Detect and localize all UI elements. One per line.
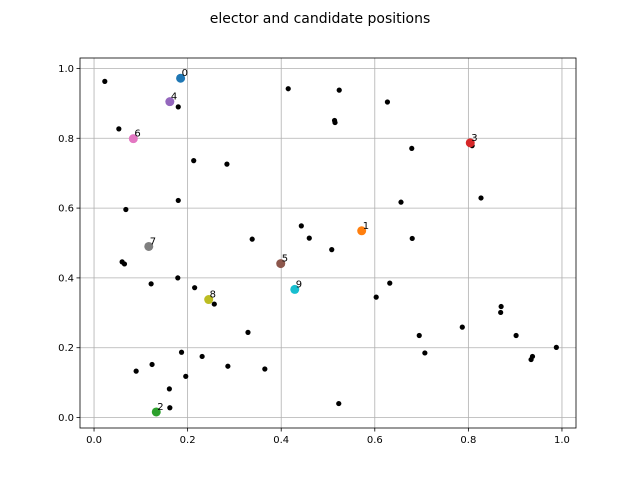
elector-point [192, 285, 198, 291]
elector-point [262, 366, 268, 372]
candidate-label: 8 [210, 290, 216, 301]
elector-point [224, 161, 230, 167]
candidate-label: 0 [182, 68, 188, 79]
elector-point [148, 281, 154, 287]
elector-point [178, 349, 185, 355]
elector-point [167, 405, 173, 411]
elector-point [199, 353, 205, 360]
y-axis: 0.0 0.2 0.4 0.6 0.8 1.0 [58, 64, 80, 424]
elector-point [211, 301, 217, 307]
elector-point [175, 197, 181, 204]
elector-point [225, 363, 231, 369]
elector-point [166, 386, 172, 392]
plot-frame [79, 57, 577, 429]
elector-point [175, 104, 181, 110]
elector-point [398, 199, 404, 205]
candidate-point [204, 295, 214, 305]
elector-point [175, 275, 181, 281]
elector-point [553, 344, 559, 350]
elector-point [336, 400, 342, 407]
elector-point [329, 247, 335, 253]
y-tick-label: 1.0 [58, 64, 74, 75]
x-tick-label: 0.8 [460, 435, 476, 446]
candidate-point [144, 241, 154, 251]
elector-point [306, 235, 312, 241]
elector-point [149, 361, 155, 368]
chart-title: elector and candidate positions [210, 11, 431, 27]
elector-point [459, 324, 465, 330]
candidate-point [276, 259, 286, 269]
candidate-label: 4 [171, 92, 177, 103]
candidate-points: 0 1 2 3 4 5 6 7 8 9 [128, 68, 478, 417]
elector-point [102, 78, 108, 84]
elector-point [498, 309, 504, 316]
elector-point [529, 353, 536, 360]
candidate-label: 6 [134, 129, 140, 140]
x-tick-label: 1.0 [554, 435, 570, 446]
elector-point [478, 195, 484, 201]
y-tick-label: 0.2 [58, 343, 74, 354]
candidate-point [465, 138, 475, 148]
elector-point [409, 235, 415, 242]
elector-point [336, 87, 342, 93]
candidate-label: 5 [282, 254, 288, 265]
candidate-label: 2 [157, 402, 163, 413]
elector-point [133, 368, 139, 374]
grid-lines [80, 58, 576, 428]
candidate-label: 1 [363, 221, 369, 232]
elector-point [298, 223, 304, 229]
y-tick-label: 0.4 [58, 273, 74, 284]
elector-point [285, 86, 291, 92]
candidate-point [290, 284, 300, 294]
elector-point [183, 373, 189, 379]
elector-point [387, 280, 393, 286]
elector-point [513, 332, 519, 339]
elector-point [409, 145, 415, 152]
elector-point [416, 332, 422, 339]
elector-point [121, 261, 128, 267]
candidate-label: 3 [471, 133, 477, 144]
y-tick-label: 0.0 [58, 413, 74, 424]
candidate-point [128, 134, 138, 144]
elector-point [384, 99, 391, 105]
candidate-label: 7 [150, 236, 156, 247]
candidate-point [165, 97, 175, 107]
elector-point [191, 158, 197, 164]
elector-point [373, 294, 379, 300]
elector-point [422, 350, 428, 356]
x-tick-label: 0.0 [86, 435, 102, 446]
elector-point [249, 236, 255, 242]
candidate-point [176, 73, 186, 83]
candidate-label: 9 [296, 279, 302, 290]
x-tick-label: 0.2 [180, 435, 196, 446]
elector-point [498, 303, 504, 310]
candidate-point [151, 407, 161, 417]
elector-point [116, 126, 122, 132]
elector-point [123, 206, 129, 213]
x-tick-label: 0.6 [367, 435, 383, 446]
y-tick-label: 0.8 [58, 134, 74, 145]
elector-points [102, 78, 559, 411]
y-tick-label: 0.6 [58, 204, 74, 215]
elector-point [332, 119, 338, 126]
elector-point [245, 329, 251, 335]
x-axis: 0.0 0.2 0.4 0.6 0.8 1.0 [86, 428, 570, 446]
candidate-point [357, 226, 367, 236]
x-tick-label: 0.4 [273, 435, 289, 446]
